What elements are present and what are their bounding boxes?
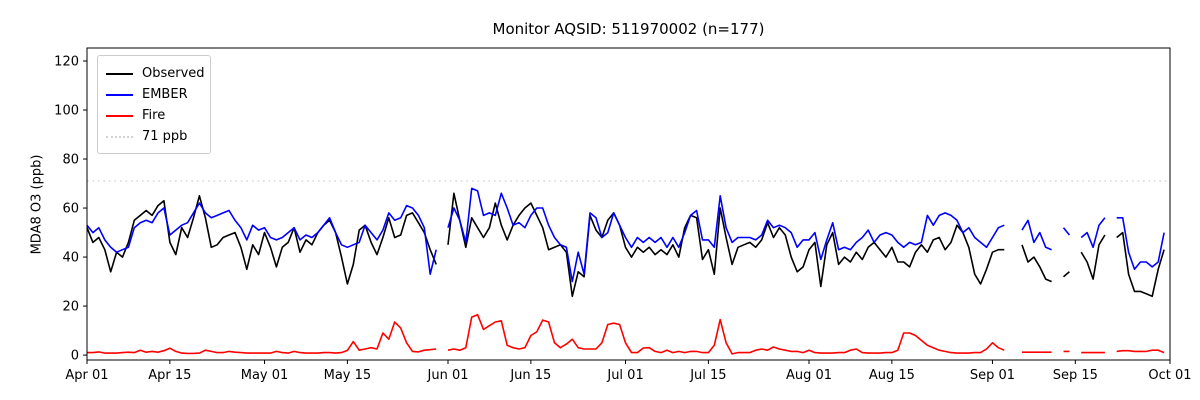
- axes-frame: [86, 47, 1171, 361]
- series-line-observed: [86, 192, 1165, 298]
- legend-label: Fire: [142, 108, 166, 123]
- fire-line-sample: [106, 114, 133, 117]
- x-axis-ticks: Apr 01 Apr 15 May 01 May 15 Jun 01 Jun 15 Jul …: [65, 360, 1192, 383]
- legend-item-ember: EMBER: [106, 84, 202, 105]
- y-tick-label: 40: [62, 251, 79, 266]
- y-tick-label: 60: [62, 202, 79, 217]
- x-tick-label: May 01: [241, 368, 289, 383]
- x-tick-label: Oct 01: [1148, 368, 1191, 383]
- data-series-lines: [86, 187, 1165, 355]
- x-tick-label: Sep 15: [1053, 368, 1098, 383]
- series-line-ember: [86, 187, 1165, 283]
- x-tick-label: Jul 01: [606, 368, 643, 383]
- legend-item-threshold: 71 ppb: [106, 126, 202, 147]
- x-tick-label: Jun 01: [427, 368, 469, 383]
- legend-item-observed: Observed: [106, 63, 205, 84]
- legend-label: EMBER: [142, 87, 188, 102]
- threshold-line-sample: [106, 135, 133, 138]
- y-axis-ticks: 0 20 40 60 80 100 120: [54, 54, 87, 364]
- x-tick-label: Apr 15: [148, 368, 191, 383]
- x-tick-label: Aug 01: [786, 368, 832, 383]
- observed-line-sample: [106, 72, 133, 75]
- y-tick-label: 80: [62, 153, 79, 168]
- y-tick-label: 120: [54, 54, 79, 69]
- x-tick-label: Apr 01: [65, 368, 108, 383]
- y-tick-label: 100: [54, 104, 79, 119]
- x-tick-label: Aug 15: [869, 368, 915, 383]
- y-tick-label: 0: [71, 349, 79, 364]
- legend-label: Observed: [142, 66, 205, 81]
- legend-label: 71 ppb: [142, 129, 188, 144]
- y-axis-label: MDA8 O3 (ppb): [29, 154, 45, 255]
- plot-border: [86, 47, 1171, 361]
- x-tick-label: Jul 15: [689, 368, 726, 383]
- x-tick-label: Sep 01: [970, 368, 1015, 383]
- x-tick-label: Jun 15: [509, 368, 551, 383]
- legend-item-fire: Fire: [106, 105, 202, 126]
- x-tick-label: May 15: [324, 368, 372, 383]
- series-line-fire: [87, 313, 1165, 355]
- chart-title: Monitor AQSID: 511970002 (n=177): [492, 20, 765, 38]
- legend-box: Observed EMBER Fire 71 ppb: [97, 55, 211, 154]
- y-tick-label: 20: [62, 300, 79, 315]
- ember-line-sample: [106, 93, 133, 96]
